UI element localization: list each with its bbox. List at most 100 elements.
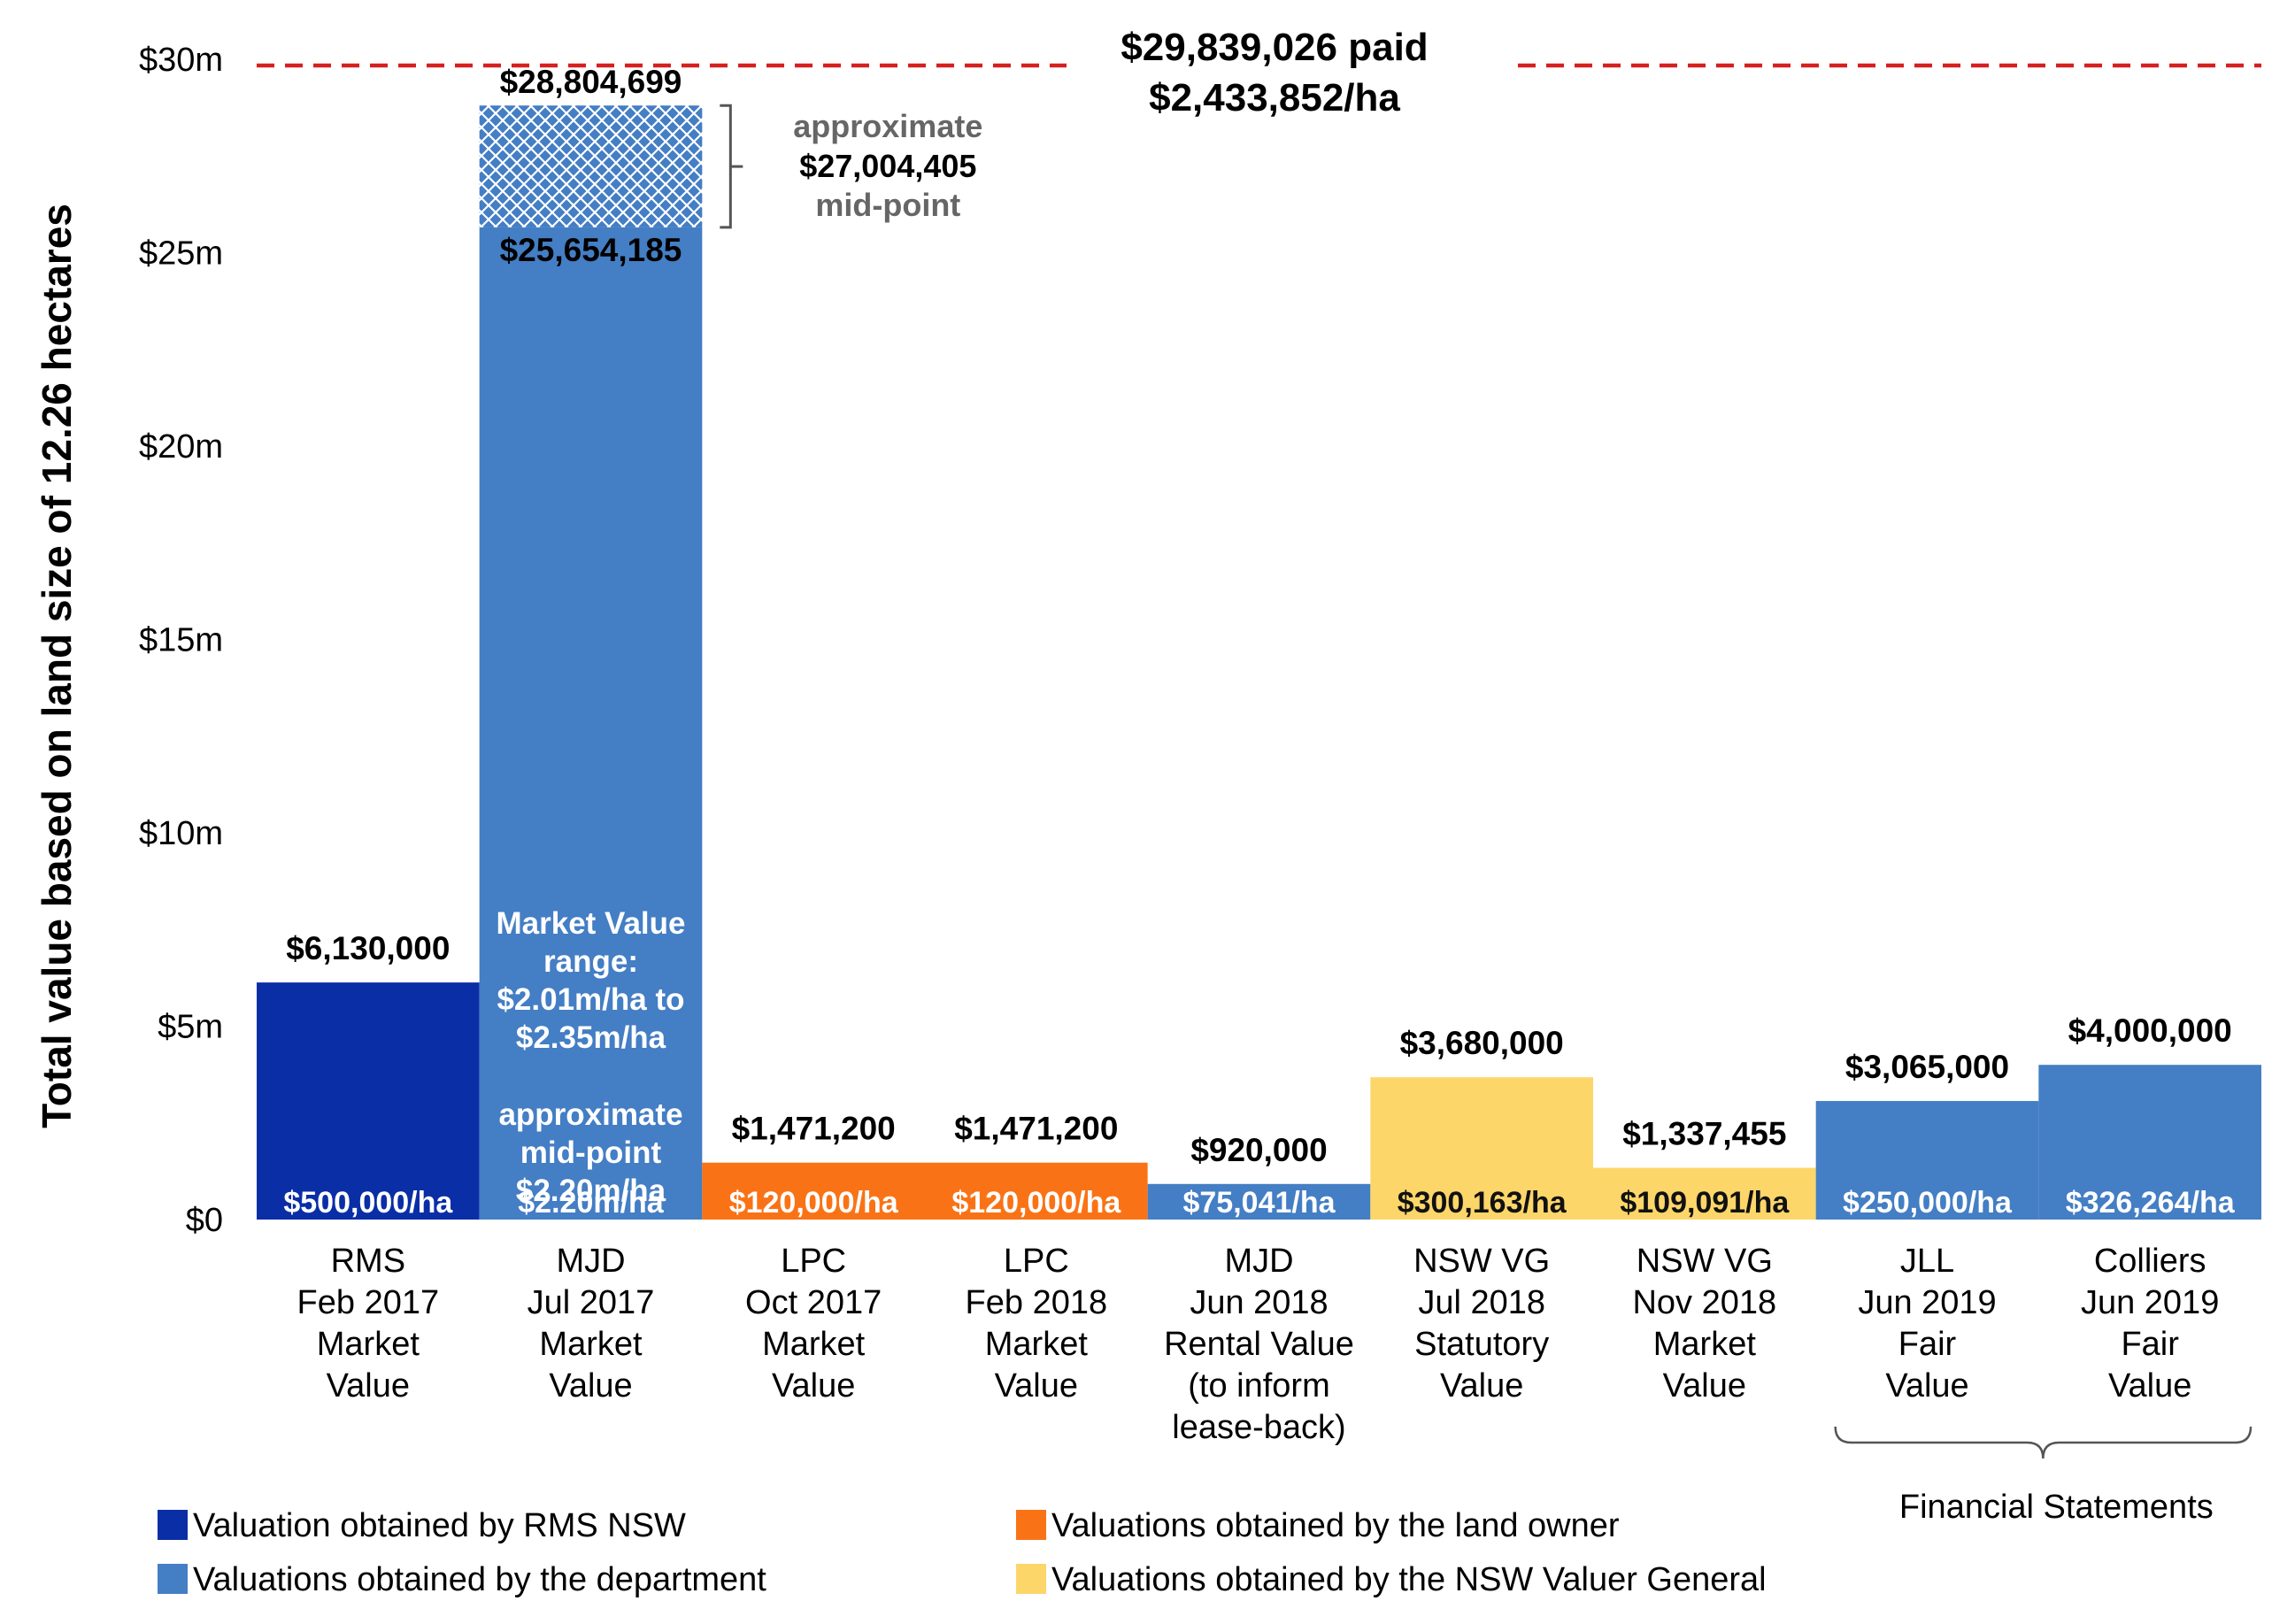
bar-range-segment: [479, 105, 703, 227]
bars-layer: [257, 105, 2261, 1220]
per-ha-label: $500,000/ha: [283, 1186, 453, 1220]
legend-swatch: [158, 1564, 188, 1594]
category-tick-label: MJD: [556, 1243, 625, 1280]
data-label: $4,000,000: [2068, 1012, 2232, 1049]
labels-layer: $6,130,000 $500,000/ha $28,804,699 $25,654,…: [257, 26, 2261, 1526]
y-axis-title: Total value based on land size of 12.26 …: [34, 204, 80, 1128]
category-tick-label: Market: [1653, 1326, 1757, 1363]
category-tick-label: Value: [995, 1367, 1078, 1405]
category-tick-label: Jul 2017: [528, 1284, 655, 1321]
per-ha-label: $326,264/ha: [2066, 1186, 2236, 1220]
y-tick-label: $5m: [158, 1009, 223, 1046]
y-tick-label: $30m: [139, 42, 223, 79]
range-annotation-line: approximate: [793, 108, 982, 144]
category-tick-label: Fair: [1898, 1326, 1957, 1363]
category-tick-label: Jun 2019: [1858, 1284, 1996, 1321]
mjd-note-line: Market Value: [497, 906, 686, 941]
category-tick-label: MJD: [1224, 1243, 1293, 1280]
category-tick-label: Jun 2018: [1190, 1284, 1328, 1321]
range-annotation-line: mid-point: [815, 187, 960, 223]
category-tick-label: Market: [762, 1326, 866, 1363]
mjd-note-line: mid-point: [520, 1135, 662, 1170]
category-tick-label: Feb 2017: [297, 1284, 440, 1321]
category-tick-label: LPC: [1004, 1243, 1069, 1280]
financial-statements-brace: [1834, 1426, 2253, 1459]
bar: [1370, 1077, 1593, 1220]
reference-line-label: $2,433,852/ha: [1149, 76, 1400, 119]
mjd-note-line: $2.20m/ha: [516, 1174, 666, 1208]
mjd-note-line: $2.01m/ha to: [497, 982, 684, 1017]
per-ha-label: $120,000/ha: [729, 1186, 899, 1220]
category-tick-label: JLL: [1900, 1243, 1954, 1280]
category-tick-label: Feb 2018: [966, 1284, 1108, 1321]
category-tick-label: Fair: [2121, 1326, 2179, 1363]
data-label: $6,130,000: [286, 930, 450, 966]
legend-label: Valuations obtained by the NSW Valuer Ge…: [1051, 1561, 1767, 1598]
category-tick-label: NSW VG: [1413, 1243, 1550, 1280]
category-tick-label: Market: [317, 1326, 420, 1363]
bar: [702, 1162, 925, 1220]
y-tick-label: $20m: [139, 428, 223, 466]
per-ha-label: $300,163/ha: [1398, 1186, 1567, 1220]
per-ha-label: $2.20m/ha: [518, 1186, 665, 1220]
data-label: $3,065,000: [1845, 1049, 2009, 1085]
data-label: $1,471,200: [954, 1111, 1118, 1147]
category-tick-label: Market: [985, 1326, 1089, 1363]
y-tick-label: $15m: [139, 622, 223, 659]
category-tick-label: (to inform: [1188, 1367, 1329, 1405]
per-ha-label: $120,000/ha: [951, 1186, 1121, 1220]
y-tick-label: $0: [186, 1202, 223, 1239]
y-tick-label: $10m: [139, 815, 223, 852]
per-ha-label: $75,041/ha: [1182, 1186, 1336, 1220]
category-tick-label: RMS: [331, 1243, 405, 1280]
category-tick-label: Value: [1663, 1367, 1746, 1405]
data-label: $28,804,699: [500, 64, 682, 100]
data-label: $3,680,000: [1400, 1025, 1564, 1061]
legend-label: Valuation obtained by RMS NSW: [193, 1507, 686, 1544]
category-tick-label: Value: [549, 1367, 632, 1405]
mjd-note-line: $2.35m/ha: [516, 1020, 666, 1055]
category-tick-label: Rental Value: [1164, 1326, 1354, 1363]
category-tick-label: NSW VG: [1637, 1243, 1773, 1280]
bar: [1147, 1183, 1371, 1220]
bar: [479, 227, 703, 1220]
category-tick-label: lease-back): [1172, 1409, 1345, 1446]
range-bracket: [720, 104, 743, 229]
per-ha-label: $250,000/ha: [1843, 1186, 2013, 1220]
legend-swatch: [1016, 1564, 1046, 1594]
mjd-note-line: range:: [543, 944, 638, 979]
category-tick-label: Value: [1885, 1367, 1968, 1405]
per-ha-label: $109,091/ha: [1620, 1186, 1790, 1220]
data-label: $1,337,455: [1622, 1116, 1786, 1152]
data-label: $920,000: [1190, 1132, 1327, 1168]
category-tick-label: Nov 2018: [1632, 1284, 1776, 1321]
legend-label: Valuations obtained by the land owner: [1051, 1507, 1620, 1544]
legend-swatch: [1016, 1510, 1046, 1540]
category-tick-label: Statutory: [1414, 1326, 1549, 1363]
category-tick-label: Colliers: [2094, 1243, 2206, 1280]
bar: [925, 1162, 1148, 1220]
mjd-note-line: approximate: [498, 1097, 682, 1132]
category-tick-label: Value: [772, 1367, 855, 1405]
legend-layer: Valuation obtained by RMS NSW Valuations …: [158, 1507, 1767, 1598]
legend-label: Valuations obtained by the department: [193, 1561, 766, 1598]
bar: [2038, 1065, 2261, 1220]
range-annotation-value: $27,004,405: [799, 148, 976, 184]
bar: [257, 982, 480, 1220]
axis-layer: RMS Feb 2017 Market Value MJD Jul 2017 Market V…: [34, 42, 2219, 1446]
category-tick-label: Jul 2018: [1418, 1284, 1545, 1321]
category-tick-label: Value: [327, 1367, 410, 1405]
category-tick-label: Jun 2019: [2081, 1284, 2219, 1321]
data-label: $25,654,185: [500, 232, 682, 268]
data-label: $1,471,200: [732, 1111, 896, 1147]
reference-line-label: $29,839,026 paid: [1121, 26, 1428, 69]
y-tick-label: $25m: [139, 235, 223, 273]
category-tick-label: Value: [2108, 1367, 2191, 1405]
category-tick-label: LPC: [781, 1243, 846, 1280]
category-tick-label: Oct 2017: [745, 1284, 882, 1321]
category-tick-label: Market: [539, 1326, 643, 1363]
bar: [1815, 1101, 2039, 1220]
legend-swatch: [158, 1510, 188, 1540]
